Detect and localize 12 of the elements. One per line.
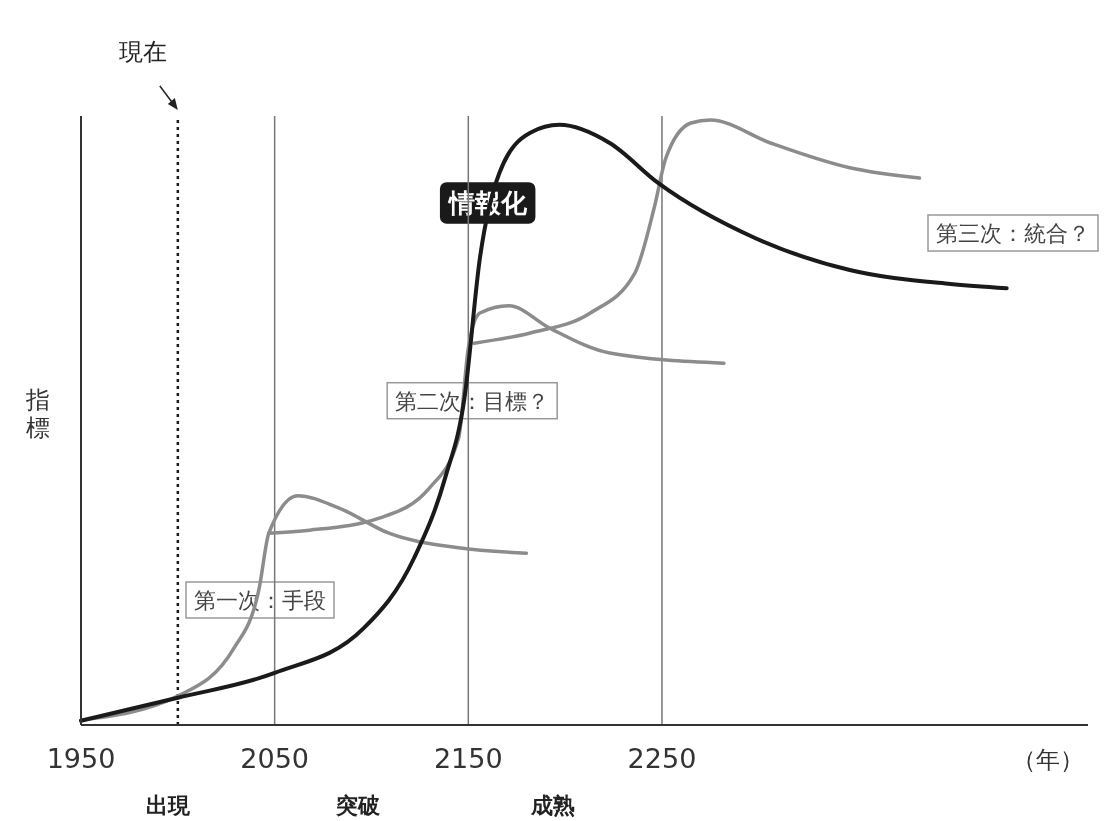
- x-tick-label: 2150: [433, 743, 503, 774]
- text: 突破: [335, 793, 381, 818]
- annotation: 第二次：目標？: [395, 388, 550, 414]
- ref-line-label: 現在: [118, 38, 167, 66]
- y-axis-title: 指標: [25, 386, 50, 442]
- annotation: 第三次：統合？: [936, 220, 1090, 246]
- x-tick-label: 2050: [240, 743, 310, 774]
- x-axis-title: （年）: [1012, 746, 1084, 774]
- text: 成熟: [530, 793, 575, 818]
- text: 出現: [146, 793, 191, 818]
- x-tick-label: 2250: [627, 743, 697, 774]
- x-tick-label: 1950: [46, 743, 116, 774]
